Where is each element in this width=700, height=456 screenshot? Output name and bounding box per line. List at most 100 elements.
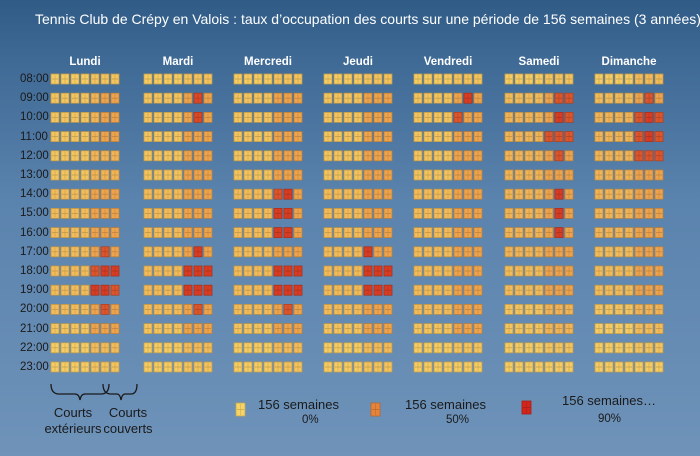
- court-cell-1900-samedi-2: [514, 284, 524, 296]
- court-cell-1700-lundi-1: [50, 246, 60, 258]
- court-cell-1700-vendredi-4: [443, 246, 453, 258]
- court-cell-1200-dimanche-5: [634, 150, 644, 162]
- court-cell-2100-vendredi-6: [463, 323, 473, 335]
- court-cell-1000-samedi-7: [564, 112, 574, 123]
- court-cell-1400-jeudi-6: [373, 188, 383, 200]
- court-cell-2300-mercredi-5: [273, 361, 283, 373]
- court-cell-1900-mardi-5: [183, 284, 193, 296]
- court-cell-1600-dimanche-6: [644, 227, 654, 239]
- court-cell-1100-mardi-3: [163, 131, 173, 143]
- court-cell-2100-lundi-4: [80, 323, 90, 335]
- court-cell-2100-samedi-3: [524, 323, 534, 335]
- court-cell-1200-mercredi-1: [233, 150, 243, 162]
- hour-label-1900: 19:00: [20, 284, 49, 297]
- court-cell-1200-mardi-1: [143, 150, 153, 162]
- court-cell-1200-jeudi-7: [383, 150, 393, 162]
- court-type-braces: [50, 383, 138, 401]
- court-cell-1900-jeudi-1: [323, 284, 333, 296]
- court-cell-1400-jeudi-4: [353, 188, 363, 200]
- court-cell-1200-lundi-5: [90, 150, 100, 162]
- court-cell-1700-mercredi-2: [243, 246, 253, 258]
- court-cell-1900-mercredi-1: [233, 284, 243, 296]
- court-cell-1000-dimanche-5: [634, 112, 644, 123]
- court-cell-2200-samedi-6: [554, 342, 564, 354]
- court-cell-1700-lundi-6: [100, 246, 110, 258]
- court-cell-2200-mercredi-7: [293, 342, 303, 354]
- court-cell-1100-dimanche-7: [654, 131, 664, 143]
- court-cell-1600-lundi-5: [90, 227, 100, 239]
- court-cell-1900-jeudi-7: [383, 284, 393, 296]
- day-label-vendredi: Vendredi: [423, 56, 473, 68]
- court-cell-1000-mardi-2: [153, 112, 163, 123]
- hour-label-1800: 18:00: [20, 265, 49, 277]
- court-cell-1300-dimanche-2: [604, 169, 614, 181]
- court-cell-1500-vendredi-7: [473, 207, 483, 219]
- court-cell-1800-dimanche-6: [644, 265, 654, 277]
- legend-swatch-2: [521, 400, 532, 415]
- court-cell-2000-samedi-2: [514, 303, 524, 315]
- court-cell-1700-jeudi-7: [383, 246, 393, 258]
- court-cell-2100-vendredi-5: [453, 323, 463, 335]
- brace-couverts: [102, 383, 138, 401]
- court-cell-2000-samedi-1: [504, 303, 514, 315]
- court-cell-1900-mardi-3: [163, 284, 173, 296]
- court-cell-1700-lundi-5: [90, 246, 100, 258]
- court-cell-1400-dimanche-5: [634, 188, 644, 200]
- court-cell-2300-samedi-1: [504, 361, 514, 373]
- court-cell-0800-mercredi-3: [253, 73, 263, 85]
- court-cell-1500-dimanche-7: [654, 207, 664, 219]
- court-cell-2100-mercredi-7: [293, 323, 303, 335]
- court-cell-1400-lundi-3: [70, 188, 80, 200]
- court-cell-1600-samedi-5: [544, 227, 554, 239]
- court-cell-1000-samedi-1: [504, 112, 514, 123]
- court-cell-2200-vendredi-4: [443, 342, 453, 354]
- court-cell-2100-mardi-5: [183, 323, 193, 335]
- court-cell-2300-jeudi-1: [323, 361, 333, 373]
- court-cell-1100-dimanche-3: [614, 131, 624, 143]
- court-cell-1800-mardi-6: [193, 265, 203, 277]
- court-cell-2100-mercredi-5: [273, 323, 283, 335]
- court-cell-1000-jeudi-6: [373, 112, 383, 123]
- court-cell-1600-samedi-1: [504, 227, 514, 239]
- court-cell-2300-samedi-6: [554, 361, 564, 373]
- court-cell-2100-vendredi-1: [413, 323, 423, 335]
- court-cell-1200-samedi-1: [504, 150, 514, 162]
- court-cell-0900-vendredi-5: [453, 92, 463, 104]
- court-cell-1600-dimanche-7: [654, 227, 664, 239]
- court-cell-2300-samedi-5: [544, 361, 554, 373]
- court-cell-1600-mercredi-4: [263, 227, 273, 239]
- court-cell-1600-mercredi-6: [283, 227, 293, 239]
- court-cell-1300-samedi-4: [534, 169, 544, 181]
- court-cell-2100-dimanche-2: [604, 323, 614, 335]
- court-cell-2100-dimanche-1: [594, 323, 604, 335]
- court-cell-1000-mardi-3: [163, 112, 173, 123]
- court-cell-2000-mardi-2: [153, 303, 163, 315]
- court-cell-1400-vendredi-2: [423, 188, 433, 200]
- court-cell-1700-samedi-4: [534, 246, 544, 258]
- court-cell-2300-lundi-1: [50, 361, 60, 373]
- court-cell-0800-dimanche-4: [624, 73, 634, 85]
- court-cell-1200-dimanche-2: [604, 150, 614, 162]
- hour-label-1200: 12:00: [20, 149, 49, 162]
- court-cell-0800-dimanche-5: [634, 73, 644, 85]
- label-courts-exterieurs: Courts extérieurs: [38, 405, 108, 437]
- court-cell-1300-mercredi-5: [273, 169, 283, 181]
- court-cell-0900-dimanche-1: [594, 92, 604, 104]
- court-cell-1900-jeudi-3: [343, 284, 353, 296]
- court-cell-1400-samedi-2: [514, 188, 524, 200]
- court-cell-1200-vendredi-6: [463, 150, 473, 162]
- court-cell-1200-jeudi-5: [363, 150, 373, 162]
- court-cell-1100-vendredi-1: [413, 131, 423, 143]
- court-cell-1400-mercredi-6: [283, 188, 293, 200]
- court-cell-1700-mardi-3: [163, 246, 173, 258]
- court-cell-0900-mardi-3: [163, 92, 173, 104]
- court-cell-1600-vendredi-6: [463, 227, 473, 239]
- court-cell-2200-samedi-2: [514, 342, 524, 354]
- court-cell-2200-vendredi-3: [433, 342, 443, 354]
- court-cell-0800-dimanche-1: [594, 73, 604, 85]
- court-cell-2300-vendredi-1: [413, 361, 423, 373]
- court-cell-1600-mardi-7: [203, 227, 213, 239]
- court-cell-1200-samedi-7: [564, 150, 574, 162]
- court-cell-0800-jeudi-2: [333, 73, 343, 85]
- court-cell-1200-dimanche-7: [654, 150, 664, 162]
